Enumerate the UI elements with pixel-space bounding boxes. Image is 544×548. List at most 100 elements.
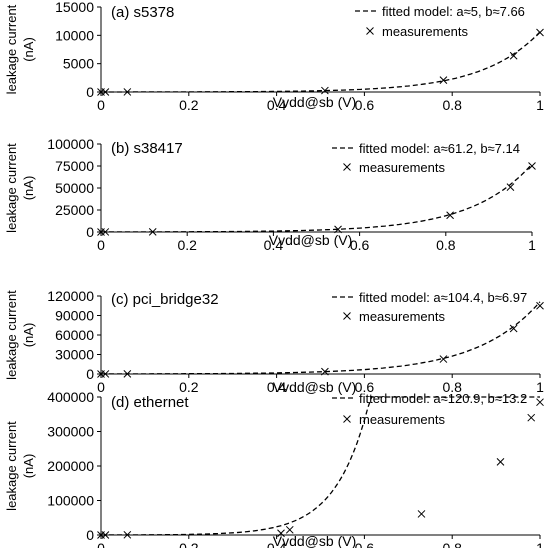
y-axis-title: leakage current (nA) bbox=[4, 143, 36, 233]
x-tick-label: 0.4 bbox=[264, 237, 284, 253]
legend-fit-label: fitted model: a≈61.2, b≈7.14 bbox=[359, 141, 520, 156]
y-tick-label: 25000 bbox=[55, 202, 94, 218]
chart-panel-4: 0 100000 200000 300000 400000 0 0.2 0.4 0.6 0.8 1 V… bbox=[4, 389, 544, 548]
x-tick-label: 0.2 bbox=[179, 97, 199, 113]
x-tick-label: 0 bbox=[97, 540, 105, 548]
y-axis-title-line: leakage current bbox=[4, 421, 19, 511]
measurement-point bbox=[496, 458, 505, 466]
measurement-point bbox=[123, 370, 132, 378]
panel-label: (c) pci_bridge32 bbox=[111, 291, 219, 308]
chart-panel-2: 0 25000 50000 75000 100000 0 0.2 0.4 0.6 0.8 1 Vvdd… bbox=[4, 136, 536, 253]
x-axis-title: Vvdd@sb (V) bbox=[273, 533, 356, 548]
y-tick-label: 5000 bbox=[63, 56, 94, 72]
measurement-point bbox=[509, 51, 518, 60]
measurement-point bbox=[536, 301, 544, 310]
measurement-point bbox=[334, 225, 342, 234]
x-tick-label: 0 bbox=[97, 237, 105, 253]
x-tick-label: 1 bbox=[536, 379, 544, 395]
measurement-point bbox=[285, 525, 294, 534]
x-tick-label: 0.4 bbox=[267, 379, 287, 395]
y-tick-label: 300000 bbox=[47, 424, 94, 440]
y-tick-label: 50000 bbox=[55, 180, 94, 196]
legend-measurement-marker bbox=[343, 415, 351, 423]
measurement-point bbox=[148, 228, 157, 236]
x-axis-title: Vvdd@sb (V) bbox=[269, 232, 352, 248]
y-axis-title-line: (nA) bbox=[21, 176, 36, 201]
measurement-point bbox=[528, 162, 536, 170]
panel-label: (d) ethernet bbox=[111, 394, 189, 411]
measurement-point bbox=[536, 28, 544, 37]
measurement-point bbox=[536, 398, 544, 407]
y-tick-label: 0 bbox=[86, 366, 94, 382]
y-tick-label: 90000 bbox=[55, 308, 94, 324]
legend: fitted model: a≈61.2, b≈7.14 measurements bbox=[332, 141, 520, 175]
fitted-model-curve bbox=[101, 301, 541, 375]
legend-measurement-label: measurements bbox=[359, 160, 445, 175]
y-axis-title: leakage current (nA) bbox=[4, 421, 36, 511]
y-axis-title-line: leakage current bbox=[4, 290, 19, 380]
legend-fit-label: fitted model: a≈120.9, b≈13.2 bbox=[359, 391, 527, 406]
x-tick-label: 0.6 bbox=[355, 379, 375, 395]
legend: fitted model: a≈120.9, b≈13.2 measurement… bbox=[332, 391, 527, 427]
y-axis-title: leakage current (nA) bbox=[4, 4, 36, 94]
fitted-model-curve bbox=[101, 31, 541, 93]
y-tick-label: 100000 bbox=[47, 136, 94, 152]
x-tick-label: 0.6 bbox=[355, 540, 375, 548]
y-tick-label: 400000 bbox=[47, 389, 94, 405]
y-tick-label: 75000 bbox=[55, 158, 94, 174]
y-axis-title-line: (nA) bbox=[21, 323, 36, 348]
measurement-point bbox=[101, 88, 110, 96]
x-tick-label: 0.6 bbox=[350, 237, 370, 253]
fitted-model-curve bbox=[101, 396, 540, 536]
measurement-point bbox=[417, 510, 426, 518]
measurement-point bbox=[527, 413, 536, 422]
legend-measurement-label: measurements bbox=[359, 412, 445, 427]
measurement-point bbox=[101, 370, 110, 378]
y-tick-label: 10000 bbox=[55, 27, 94, 43]
legend-measurement-label: measurements bbox=[382, 24, 468, 39]
y-tick-label: 0 bbox=[86, 224, 94, 240]
y-tick-label: 0 bbox=[86, 84, 94, 100]
x-tick-label: 0 bbox=[97, 379, 105, 395]
legend: fitted model: a≈5, b≈7.66 measurements bbox=[355, 4, 525, 39]
x-tick-label: 1 bbox=[536, 97, 544, 113]
y-axis-title-line: leakage current bbox=[4, 143, 19, 233]
measurement-point bbox=[446, 211, 454, 220]
legend: fitted model: a≈104.4, b≈6.97 measurement… bbox=[332, 290, 527, 324]
measurement-point bbox=[321, 86, 329, 95]
measurement-point bbox=[123, 88, 132, 96]
chart-panel-1: 0 5000 10000 15000 0 0.2 0.4 0.6 0.8 1 Vvdd@sb (V)… bbox=[4, 0, 544, 113]
measurement-point bbox=[321, 367, 329, 376]
x-tick-label: 0.6 bbox=[355, 97, 375, 113]
x-tick-label: 0.2 bbox=[179, 379, 199, 395]
panel-label: (a) s5378 bbox=[111, 4, 174, 21]
measurement-point bbox=[439, 355, 448, 363]
measurement-point bbox=[439, 76, 448, 84]
x-tick-label: 0 bbox=[97, 97, 105, 113]
y-tick-label: 200000 bbox=[47, 458, 94, 474]
y-tick-label: 100000 bbox=[47, 493, 94, 509]
x-tick-label: 0.8 bbox=[442, 540, 462, 548]
y-tick-label: 0 bbox=[86, 527, 94, 543]
y-axis-title: leakage current (nA) bbox=[4, 290, 36, 380]
measurement-point bbox=[506, 183, 515, 191]
x-tick-label: 0.2 bbox=[177, 237, 197, 253]
x-tick-label: 0.4 bbox=[267, 97, 287, 113]
measurement-point bbox=[101, 228, 110, 236]
x-tick-label: 1 bbox=[528, 237, 536, 253]
y-axis-title-line: (nA) bbox=[21, 454, 36, 479]
y-axis-title-line: leakage current bbox=[4, 4, 19, 94]
x-axis-title: Vvdd@sb (V) bbox=[273, 94, 356, 110]
measurement-point bbox=[123, 530, 132, 539]
legend-measurement-label: measurements bbox=[359, 309, 445, 324]
measurement-point bbox=[509, 324, 518, 333]
x-tick-label: 0.8 bbox=[436, 237, 456, 253]
x-axis-title: Vvdd@sb (V) bbox=[273, 379, 356, 395]
y-axis-title-line: (nA) bbox=[21, 37, 36, 62]
measurement-point bbox=[101, 531, 110, 539]
fitted-model-curve bbox=[101, 163, 533, 233]
legend-fit-label: fitted model: a≈104.4, b≈6.97 bbox=[359, 290, 527, 305]
x-tick-label: 0.4 bbox=[267, 540, 287, 548]
